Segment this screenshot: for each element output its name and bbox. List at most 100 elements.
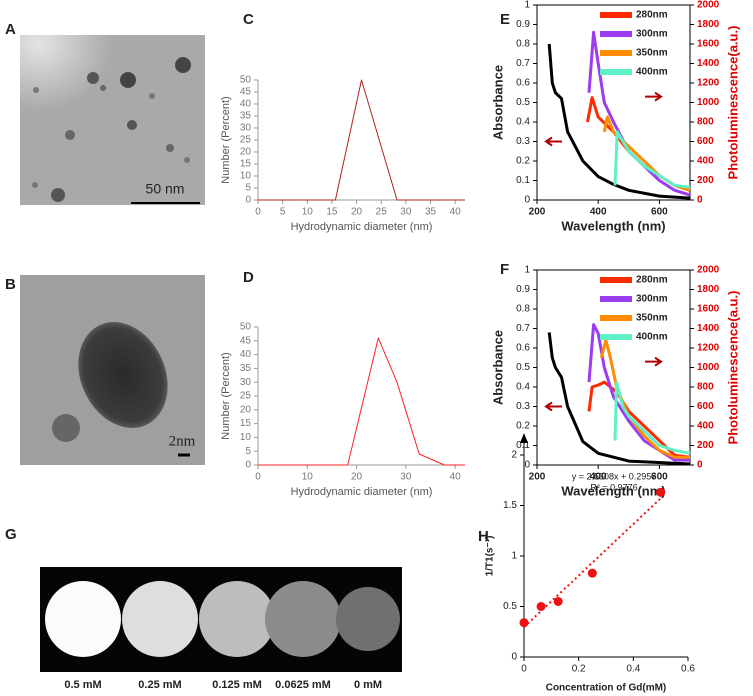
x-axis-title: Hydrodynamic diameter (nm) xyxy=(291,486,433,498)
y-axis-title: Absorbance xyxy=(490,65,505,140)
legend-label: 350nm xyxy=(636,313,668,324)
tem-image-b xyxy=(20,275,205,465)
panel-label: H xyxy=(478,528,489,545)
y-tick-label: 1.5 xyxy=(503,500,517,511)
x-tick-label: 20 xyxy=(351,472,363,483)
x-tick-label: 40 xyxy=(450,472,462,483)
y2-tick-label: 600 xyxy=(697,401,714,412)
legend-label: 400nm xyxy=(636,332,668,343)
axis-arrow xyxy=(520,433,528,443)
x-tick-label: 0 xyxy=(255,207,261,218)
x-tick-label: 35 xyxy=(425,207,437,218)
y-tick-label: 1 xyxy=(524,265,530,276)
y-tick-label: 0.2 xyxy=(516,421,530,432)
y-tick-label: 0.9 xyxy=(516,284,530,295)
y-tick-label: 25 xyxy=(240,135,252,146)
point xyxy=(587,568,597,578)
y-tick-label: 0.4 xyxy=(516,382,530,393)
y-tick-label: 0.1 xyxy=(516,175,530,186)
x-tick-label: 30 xyxy=(400,472,412,483)
y-tick-label: 0.4 xyxy=(516,117,530,128)
y2-axis-title: Photoluminescence(a.u.) xyxy=(725,26,740,180)
y-tick-label: 40 xyxy=(240,349,252,360)
y2-tick-label: 1600 xyxy=(697,39,720,50)
y2-axis-title: Photoluminescence(a.u.) xyxy=(725,291,740,445)
legend-label: 280nm xyxy=(636,10,668,21)
trendline xyxy=(523,497,662,628)
x-tick-label: 600 xyxy=(651,472,668,483)
y-tick-label: 5 xyxy=(245,446,251,457)
y-axis-title: Absorbance xyxy=(490,330,505,405)
arrow xyxy=(544,136,562,147)
series-line xyxy=(586,96,691,192)
y2-tick-label: 2000 xyxy=(697,265,720,276)
y-tick-label: 0 xyxy=(524,460,530,471)
y-tick-label: 15 xyxy=(240,159,252,170)
y-tick-label: 30 xyxy=(240,377,252,388)
y-tick-label: 0 xyxy=(245,460,251,471)
y2-tick-label: 1600 xyxy=(697,304,720,315)
sample-label: 0.5 mM xyxy=(64,679,101,691)
series-line xyxy=(547,43,691,200)
point xyxy=(519,618,529,628)
series-line xyxy=(258,79,465,201)
y2-tick-label: 1400 xyxy=(697,58,720,69)
x-tick-label: 10 xyxy=(302,207,314,218)
y-tick-label: 0.7 xyxy=(516,323,530,334)
point xyxy=(553,596,563,606)
y-tick-label: 5 xyxy=(245,183,251,194)
y-tick-label: 0.2 xyxy=(516,156,530,167)
y-tick-label: 50 xyxy=(240,75,252,86)
arrow xyxy=(544,401,562,412)
legend-label: 300nm xyxy=(636,294,668,305)
panel-label: D xyxy=(243,269,254,286)
y-tick-label: 1 xyxy=(511,551,517,562)
y-tick-label: 45 xyxy=(240,335,252,346)
y2-tick-label: 2000 xyxy=(697,0,720,11)
x-tick-label: 0.4 xyxy=(626,664,640,675)
x-axis-title: Hydrodynamic diameter (nm) xyxy=(291,221,433,233)
y-tick-label: 0.7 xyxy=(516,58,530,69)
y2-tick-label: 1200 xyxy=(697,78,720,89)
y2-tick-label: 800 xyxy=(697,117,714,128)
x-tick-label: 600 xyxy=(651,207,668,218)
y-tick-label: 0 xyxy=(524,195,530,206)
legend-label: 300nm xyxy=(636,29,668,40)
y2-tick-label: 1000 xyxy=(697,362,720,373)
x-tick-label: 400 xyxy=(590,472,607,483)
y-tick-label: 20 xyxy=(240,147,252,158)
arrow xyxy=(645,356,663,367)
y-tick-label: 0 xyxy=(245,195,251,206)
y-tick-label: 0.3 xyxy=(516,136,530,147)
point xyxy=(656,487,666,497)
x-tick-label: 0 xyxy=(255,472,261,483)
scale-bar-label: 2nm xyxy=(169,433,196,449)
x-tick-label: 10 xyxy=(302,472,314,483)
panel-label: B xyxy=(5,276,16,293)
x-tick-label: 200 xyxy=(529,207,546,218)
sample-label: 0.0625 mM xyxy=(275,679,331,691)
scale-bar-label: 50 nm xyxy=(146,181,185,197)
y-tick-label: 0.5 xyxy=(516,362,530,373)
y2-tick-label: 1000 xyxy=(697,97,720,108)
y-axis-title: Number (Percent) xyxy=(220,352,232,439)
y-tick-label: 15 xyxy=(240,418,252,429)
y2-tick-label: 200 xyxy=(697,175,714,186)
x-tick-label: 0 xyxy=(521,664,527,675)
series-line xyxy=(258,337,465,466)
y2-tick-label: 1200 xyxy=(697,343,720,354)
mri-image xyxy=(40,567,402,672)
y-tick-label: 35 xyxy=(240,111,252,122)
arrow xyxy=(645,91,663,102)
x-tick-label: 0.6 xyxy=(681,664,695,675)
series-line xyxy=(547,332,691,466)
panel-label: A xyxy=(5,21,16,38)
y-tick-label: 40 xyxy=(240,99,252,110)
y-tick-label: 0.6 xyxy=(516,78,530,89)
x-axis-title: Concentration of Gd(mM) xyxy=(546,683,667,694)
sample-label: 0 mM xyxy=(354,679,382,691)
x-tick-label: 200 xyxy=(529,472,546,483)
series-line xyxy=(613,380,691,455)
y-tick-label: 50 xyxy=(240,322,252,333)
y-tick-label: 10 xyxy=(240,432,252,443)
